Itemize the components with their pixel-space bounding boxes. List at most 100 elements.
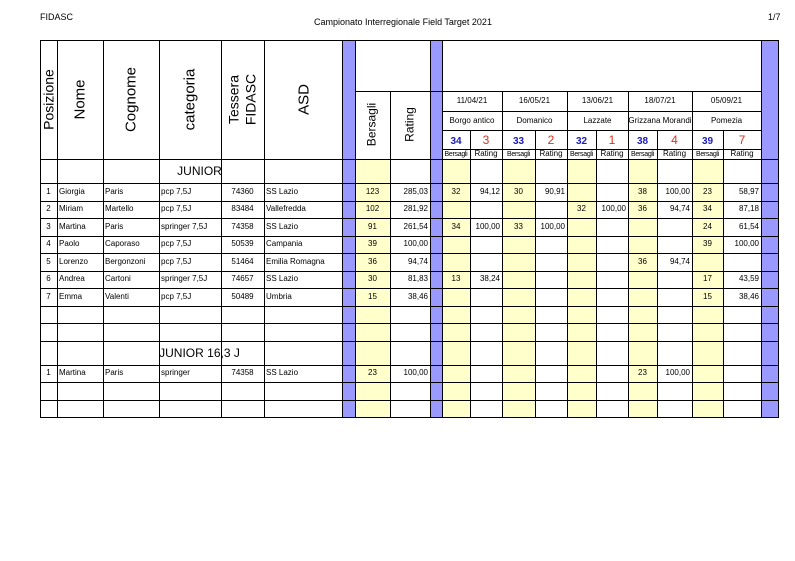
race-target-count: 32 <box>575 135 588 147</box>
grid-line <box>778 40 779 417</box>
row-race-rating: 100,00 <box>734 239 759 249</box>
row-total-targets: 15 <box>368 291 377 301</box>
row-cognome: Martello <box>105 204 134 214</box>
row-race-targets: 39 <box>703 239 712 249</box>
race-date: 05/09/21 <box>710 96 743 105</box>
row-race-rating <box>470 236 502 254</box>
row-asd: SS Lazio <box>266 274 299 284</box>
grid-line <box>628 91 629 417</box>
row-race-rating <box>657 271 692 289</box>
row-nome: Paolo <box>59 239 80 249</box>
row-nome: Emma <box>59 291 83 301</box>
page-number: 1/7 <box>768 12 781 22</box>
grid-line <box>442 40 443 417</box>
row-asd: SS Lazio <box>266 186 299 196</box>
row-total-rating: 100,00 <box>403 368 428 378</box>
row-race-targets: 23 <box>638 368 647 378</box>
grid-line <box>57 40 58 417</box>
row-race-rating <box>470 253 502 271</box>
row-position: 2 <box>46 204 51 214</box>
race-place: Pomezia <box>710 116 743 125</box>
row-race-rating: 100,00 <box>540 221 565 231</box>
separator-column <box>761 40 778 417</box>
row-race-targets: 24 <box>703 221 712 231</box>
grid-line <box>221 40 222 417</box>
grid-line <box>40 183 779 184</box>
row-categoria: pcp 7,5J <box>161 256 192 266</box>
race-date: 16/05/21 <box>518 96 551 105</box>
row-total-rating: 281,92 <box>403 204 428 214</box>
row-categoria: pcp 7,5J <box>161 204 192 214</box>
grid-line <box>430 40 431 417</box>
grid-line <box>159 40 160 417</box>
row-nome: Miriam <box>59 204 83 214</box>
race-sub-rating: Rating <box>539 149 563 158</box>
row-total-rating: 81,83 <box>407 274 428 284</box>
grid-line <box>470 130 471 417</box>
row-cognome: Cartoni <box>105 274 131 284</box>
grid-line <box>103 40 104 417</box>
race-target-count: 39 <box>701 135 714 147</box>
race-date: 13/06/21 <box>581 96 614 105</box>
race-place: Borgo antico <box>449 116 495 125</box>
race-sub-bersagli: Bersagli <box>570 150 593 158</box>
row-categoria: springer 7,5J <box>161 274 208 284</box>
row-position: 4 <box>46 239 51 249</box>
row-tessera: 83484 <box>231 204 254 214</box>
row-race-targets <box>628 271 657 289</box>
row-race-targets: 33 <box>514 221 523 231</box>
row-race-rating <box>657 218 692 236</box>
grid-line <box>535 130 536 417</box>
row-race-rating: 43,59 <box>738 274 759 284</box>
section-title: JUNIOR <box>177 164 222 178</box>
row-race-rating <box>596 183 628 201</box>
row-race-rating: 61,54 <box>738 221 759 231</box>
row-total-rating: 38,46 <box>407 291 428 301</box>
header-rating: Rating <box>402 107 417 142</box>
row-tessera: 74358 <box>231 368 254 378</box>
row-race-rating <box>657 236 692 254</box>
row-race-rating: 94,12 <box>479 186 500 196</box>
row-nome: Giorgia <box>59 186 85 196</box>
header-gare <box>442 52 761 78</box>
row-race-targets <box>502 271 535 289</box>
grid-line <box>40 253 779 254</box>
race-sub-bersagli: Bersagli <box>696 150 719 158</box>
row-race-targets <box>442 253 470 271</box>
row-total-targets: 39 <box>368 239 377 249</box>
race-sub-bersagli: Bersagli <box>444 150 468 158</box>
grid-line <box>40 382 779 383</box>
row-race-targets <box>502 253 535 271</box>
header-cognome: Cognome <box>122 66 140 133</box>
row-race-rating <box>535 288 567 306</box>
race-rank: 4 <box>671 132 678 147</box>
separator-column <box>430 40 442 417</box>
grid-line <box>657 130 658 417</box>
row-position: 7 <box>46 291 51 301</box>
row-race-targets <box>692 253 723 271</box>
row-race-targets <box>567 183 596 201</box>
row-race-rating: 87,18 <box>738 204 759 214</box>
header-fidasc: FIDASC <box>242 73 259 126</box>
row-race-targets <box>692 365 723 383</box>
header-nome: Nome <box>71 79 89 120</box>
grid-line <box>40 200 779 202</box>
row-race-rating <box>470 201 502 219</box>
row-race-targets: 34 <box>703 204 712 214</box>
grid-line <box>264 40 265 417</box>
row-nome: Martina <box>59 368 86 378</box>
race-sub-rating: Rating <box>600 149 624 158</box>
grid-line <box>40 40 41 417</box>
row-nome: Lorenzo <box>59 256 88 266</box>
race-rank: 3 <box>482 132 490 147</box>
row-race-targets: 15 <box>703 291 712 301</box>
row-race-rating <box>470 288 502 306</box>
grid-line <box>355 40 356 417</box>
row-race-rating: 100,00 <box>665 186 690 196</box>
row-tessera: 74657 <box>231 274 254 284</box>
race-date: 11/04/21 <box>456 96 488 105</box>
row-race-rating <box>596 253 628 271</box>
row-cognome: Paris <box>105 186 124 196</box>
row-race-rating <box>596 365 628 383</box>
row-asd: SS Lazio <box>266 221 299 231</box>
